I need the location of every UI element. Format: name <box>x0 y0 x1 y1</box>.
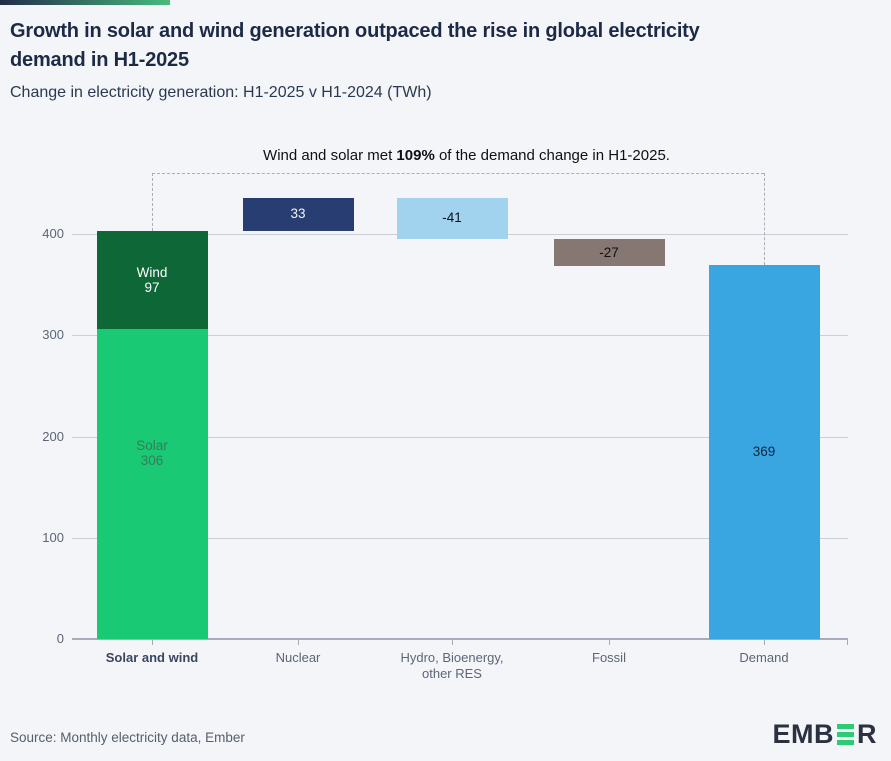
gridline-100 <box>72 537 848 539</box>
accent-bar <box>0 0 170 5</box>
y-tick-label-200: 200 <box>42 428 64 444</box>
x-axis-tick <box>609 640 610 645</box>
connector-top-line <box>152 173 764 174</box>
ember-logo: EMB R <box>773 719 878 750</box>
annotation-prefix: Wind and solar met <box>263 147 397 164</box>
gridline-200 <box>72 436 848 438</box>
y-tick-label-0: 0 <box>56 631 64 646</box>
x-axis-end-tick <box>847 640 848 645</box>
x-axis-line <box>72 638 848 640</box>
bar-segment-solar <box>96 329 208 639</box>
x-axis-tick <box>298 640 299 645</box>
bar-label-wind: Wind 97 <box>136 265 168 296</box>
x-axis-label-1: Nuclear <box>275 650 321 665</box>
y-tick-label-300: 300 <box>42 327 64 343</box>
logo-text-r: R <box>857 719 877 749</box>
bar-fossil <box>553 239 665 267</box>
chart-subtitle: Change in electricity generation: H1-202… <box>10 84 432 101</box>
x-axis-label-4: Demand <box>739 650 789 665</box>
annotation-text: Wind and solar met 109% of the demand ch… <box>85 147 848 164</box>
connector-right-line <box>764 173 765 266</box>
y-tick-label-100: 100 <box>42 529 64 545</box>
x-axis-tick <box>764 640 765 645</box>
source-note: Source: Monthly electricity data, Ember <box>10 730 245 745</box>
gridline-300 <box>72 335 848 337</box>
bar-value-label: 369 <box>752 444 776 460</box>
bar-hydro-bioenergy-other-res <box>396 197 508 240</box>
bar-value-label: -41 <box>442 210 462 226</box>
bar-label-solar: Solar 306 <box>136 438 168 469</box>
annotation-suffix: of the demand change in H1-2025. <box>434 147 670 164</box>
x-axis-label-3: Fossil <box>592 650 626 665</box>
page-title-line2: demand in H1-2025 <box>10 49 189 71</box>
y-tick-label-400: 400 <box>42 226 64 241</box>
annotation-highlight: 109% <box>396 147 435 164</box>
bar-value-label: -27 <box>599 244 619 260</box>
bar-value-label: 33 <box>290 206 306 222</box>
bar-demand <box>708 265 820 639</box>
x-axis-tick <box>452 640 453 645</box>
x-axis-tick <box>152 640 153 645</box>
connector-left-line <box>152 173 153 231</box>
logo-text-emb: EMB <box>772 719 834 749</box>
bar-nuclear <box>242 197 354 231</box>
x-axis-label-2: Hydro, Bioenergy, other RES <box>400 650 504 681</box>
bar-segment-wind <box>96 230 208 330</box>
logo-green-e-icon <box>837 724 854 745</box>
x-axis-label-0: Solar and wind <box>105 650 199 665</box>
page-title-line1: Growth in solar and wind generation outp… <box>10 20 700 42</box>
